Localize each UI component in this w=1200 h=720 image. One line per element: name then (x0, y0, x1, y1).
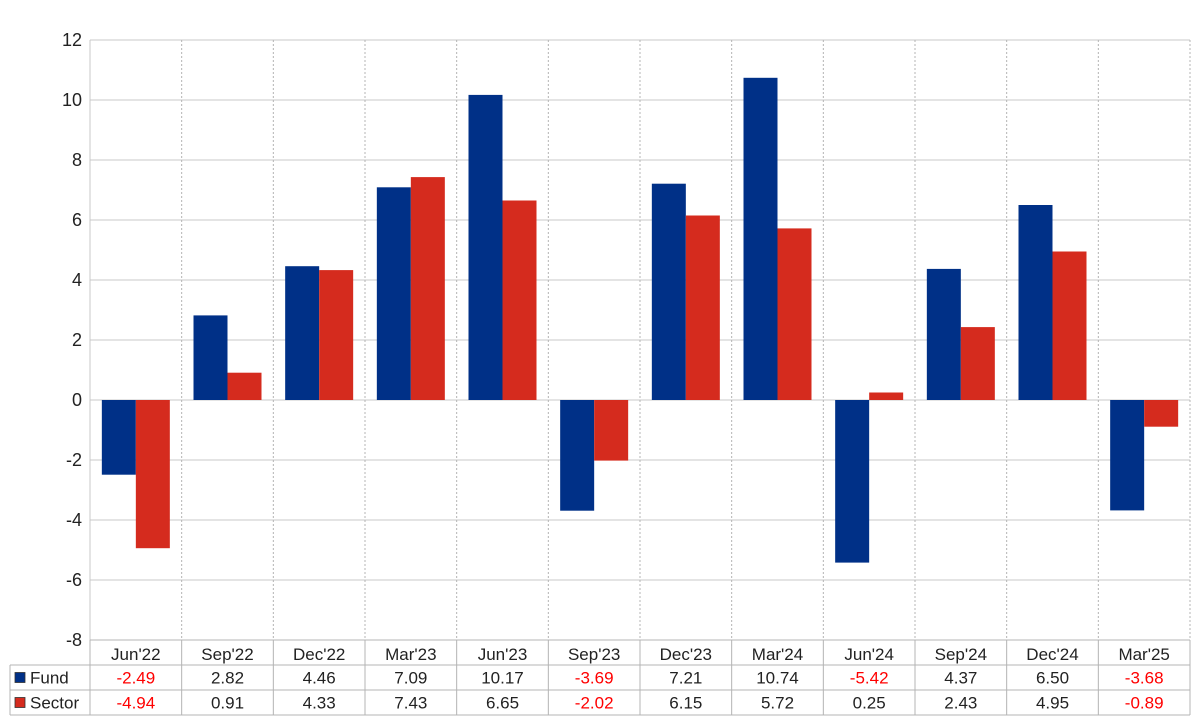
category-label: Sep'23 (568, 645, 620, 664)
data-label-fund: 7.21 (669, 669, 702, 688)
category-label: Jun'23 (478, 645, 528, 664)
bar-fund-0 (101, 400, 136, 475)
bar-sector-6 (685, 215, 720, 400)
bar-sector-10 (1052, 251, 1087, 400)
bar-fund-4 (468, 94, 503, 401)
y-tick-label: -8 (66, 630, 82, 650)
category-label: Dec'23 (660, 645, 712, 664)
y-tick-label: 12 (62, 30, 82, 50)
data-label-sector: 6.15 (669, 694, 702, 713)
data-label-fund: 10.74 (756, 669, 799, 688)
legend-label-fund: Fund (30, 669, 69, 688)
category-label: Sep'24 (935, 645, 987, 664)
data-label-sector: 2.43 (944, 694, 977, 713)
legend-swatch-sector (14, 697, 26, 708)
bar-fund-9 (926, 268, 961, 400)
bar-fund-7 (743, 77, 778, 401)
y-tick-label: 8 (72, 150, 82, 170)
bar-fund-8 (835, 400, 870, 563)
y-tick-label: -4 (66, 510, 82, 530)
legend-swatch-fund (14, 672, 26, 683)
bar-fund-1 (193, 315, 228, 400)
data-label-sector: -2.02 (575, 694, 614, 713)
category-label: Sep'22 (201, 645, 253, 664)
y-tick-label: -2 (66, 450, 82, 470)
data-label-fund: 4.37 (944, 669, 977, 688)
bar-sector-9 (960, 327, 995, 400)
bar-sector-8 (869, 392, 904, 400)
data-label-sector: 0.91 (211, 694, 244, 713)
y-tick-label: 0 (72, 390, 82, 410)
data-label-fund: 10.17 (481, 669, 524, 688)
data-label-sector: 0.25 (853, 694, 886, 713)
category-label: Mar'24 (752, 645, 803, 664)
data-label-sector: 7.43 (394, 694, 427, 713)
data-label-sector: 4.33 (303, 694, 336, 713)
bar-layer (101, 77, 1179, 563)
data-label-fund: -5.42 (850, 669, 889, 688)
legend-label-sector: Sector (30, 694, 79, 713)
bar-sector-7 (777, 228, 812, 400)
y-tick-label: 2 (72, 330, 82, 350)
data-table: Jun'22 Sep'22 Dec'22 Mar'23 Jun'23 Sep'23 Dec'… (9, 639, 1191, 716)
data-label-fund: -2.49 (116, 669, 155, 688)
category-label: Jun'24 (844, 645, 894, 664)
category-label: Dec'22 (293, 645, 345, 664)
category-label: Mar'23 (385, 645, 436, 664)
data-label-fund: -3.69 (575, 669, 614, 688)
bar-fund-11 (1110, 400, 1145, 511)
bar-fund-10 (1018, 205, 1053, 400)
data-label-sector: -0.89 (1125, 694, 1164, 713)
bar-fund-6 (651, 183, 686, 400)
category-label: Dec'24 (1026, 645, 1078, 664)
bar-sector-2 (319, 270, 354, 400)
bar-sector-1 (227, 372, 262, 400)
data-label-fund: 6.50 (1036, 669, 1069, 688)
y-tick-label: 6 (72, 210, 82, 230)
axis-layer: -8 -6 -4 -2 0 2 4 6 8 10 12 (62, 30, 82, 650)
y-tick-label: 10 (62, 90, 82, 110)
data-label-sector: -4.94 (116, 694, 155, 713)
bar-sector-5 (594, 400, 629, 461)
data-label-sector: 4.95 (1036, 694, 1069, 713)
data-label-sector: 6.65 (486, 694, 519, 713)
y-tick-label: 4 (72, 270, 82, 290)
bar-sector-11 (1144, 400, 1179, 427)
category-label: Jun'22 (111, 645, 161, 664)
data-label-fund: 2.82 (211, 669, 244, 688)
y-tick-label: -6 (66, 570, 82, 590)
bar-sector-0 (135, 400, 170, 549)
bar-sector-4 (502, 200, 537, 400)
grid-layer (89, 39, 1191, 641)
bar-sector-3 (410, 177, 445, 400)
data-label-fund: 4.46 (303, 669, 336, 688)
data-label-fund: -3.68 (1125, 669, 1164, 688)
data-label-fund: 7.09 (394, 669, 427, 688)
category-label: Mar'25 (1118, 645, 1169, 664)
bar-fund-5 (560, 400, 595, 511)
bar-fund-2 (285, 266, 320, 400)
data-label-sector: 5.72 (761, 694, 794, 713)
bar-fund-3 (376, 187, 411, 400)
